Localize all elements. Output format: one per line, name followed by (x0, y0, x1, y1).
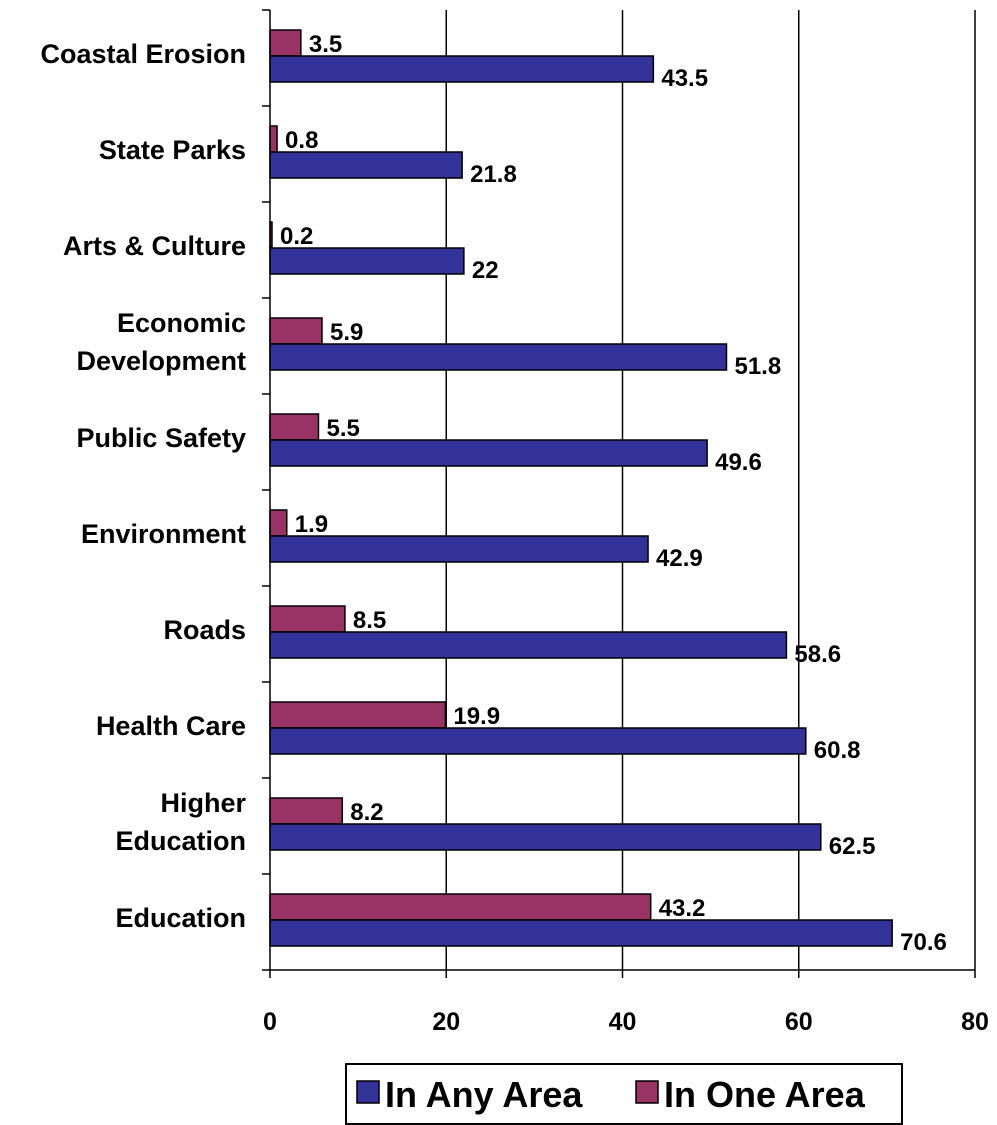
bar-in-any-area (269, 55, 655, 83)
bar-in-one-area (269, 317, 323, 345)
data-label-in-any-area: 21.8 (470, 161, 517, 188)
legend-label-in-any-area: In Any Area (385, 1074, 583, 1115)
data-label-in-one-area: 0.2 (280, 223, 313, 250)
x-tick-label: 80 (961, 1008, 989, 1036)
data-label-in-any-area: 42.9 (656, 545, 703, 572)
bar-in-one-area (269, 893, 652, 921)
data-label-in-one-area: 1.9 (295, 511, 328, 538)
bar-in-any-area (269, 631, 788, 659)
category-label: Economic (117, 308, 246, 338)
data-label-in-one-area: 8.5 (353, 607, 386, 634)
bar-in-any-area (269, 823, 822, 851)
legend-swatch-in-one-area (635, 1080, 659, 1104)
data-label-in-any-area: 62.5 (829, 833, 876, 860)
category-label: Coastal Erosion (40, 39, 246, 69)
category-label: Education (115, 826, 246, 856)
bar-in-one-area (269, 701, 447, 729)
labels: 0 20 40 60 80 3.5 43.5 Coastal Erosion 0.8 21.8 St… (40, 31, 988, 1036)
data-label-in-any-area: 49.6 (715, 449, 762, 476)
category-label: Education (115, 903, 246, 933)
category-label: Public Safety (76, 423, 246, 453)
legend-swatch-in-any-area (356, 1080, 380, 1104)
legend: In Any Area In One Area (345, 1063, 903, 1125)
category-label: Development (76, 346, 246, 376)
category-label: Roads (163, 615, 246, 645)
data-label-in-any-area: 43.5 (661, 65, 708, 92)
data-label-in-one-area: 19.9 (453, 703, 500, 730)
data-label-in-any-area: 70.6 (900, 929, 947, 956)
data-label-in-one-area: 43.2 (659, 895, 706, 922)
grid (445, 10, 976, 970)
bar-in-one-area (269, 509, 288, 537)
bar-in-any-area (269, 727, 807, 755)
bar-in-any-area (269, 247, 465, 275)
bar-in-one-area (269, 29, 302, 57)
data-label-in-one-area: 0.8 (285, 127, 318, 154)
bar-in-one-area (269, 413, 320, 441)
category-label: Environment (81, 519, 246, 549)
bar-in-any-area (269, 343, 728, 371)
x-tick-label: 60 (785, 1008, 813, 1036)
data-label-in-one-area: 5.9 (330, 319, 363, 346)
category-label: Higher (160, 788, 246, 818)
data-label-in-any-area: 22 (472, 257, 499, 284)
data-label-in-any-area: 60.8 (814, 737, 861, 764)
bar-in-any-area (269, 919, 893, 947)
bar-in-one-area (269, 125, 278, 153)
data-label-in-any-area: 58.6 (794, 641, 841, 668)
x-tick-label: 20 (432, 1008, 460, 1036)
data-label-in-one-area: 5.5 (326, 415, 359, 442)
category-label: Arts & Culture (63, 231, 246, 261)
bar-in-one-area (269, 605, 346, 633)
category-label: State Parks (99, 135, 246, 165)
bar-in-any-area (269, 439, 708, 467)
bar-in-any-area (269, 151, 463, 179)
axes (262, 9, 976, 978)
bars (269, 29, 893, 947)
category-label: Health Care (96, 711, 246, 741)
x-tick-label: 40 (609, 1008, 637, 1036)
data-label-in-any-area: 51.8 (734, 353, 781, 380)
data-label-in-one-area: 8.2 (350, 799, 383, 826)
data-label-in-one-area: 3.5 (309, 31, 342, 58)
bar-in-any-area (269, 535, 649, 563)
legend-label-in-one-area: In One Area (664, 1074, 866, 1115)
x-tick-label: 0 (263, 1008, 277, 1036)
bar-in-one-area (269, 797, 344, 825)
